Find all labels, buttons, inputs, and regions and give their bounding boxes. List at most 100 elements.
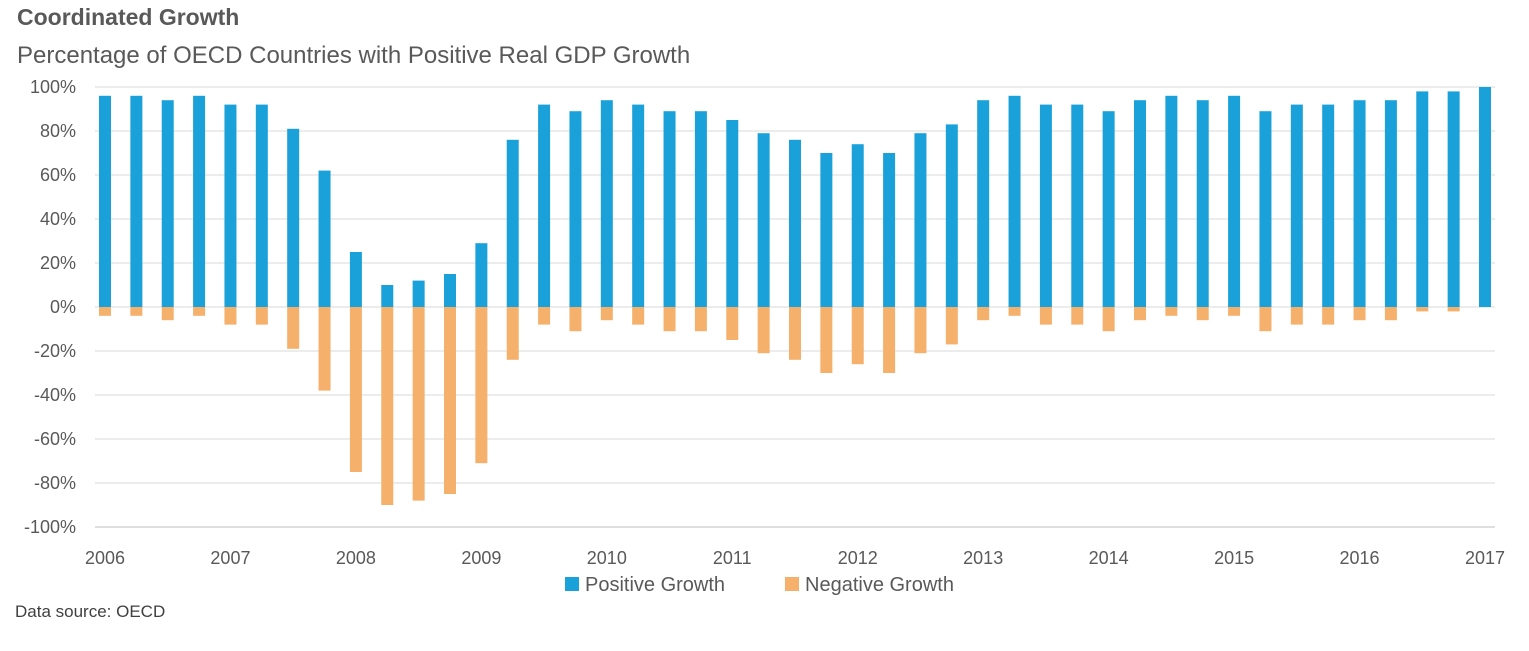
bar-negative — [1071, 307, 1084, 325]
bar-series — [99, 87, 1491, 505]
bar-negative — [538, 307, 551, 325]
x-tick-label: 2017 — [1465, 548, 1505, 568]
bar-positive — [1039, 104, 1052, 307]
x-tick-label: 2009 — [461, 548, 501, 568]
bar-negative — [1416, 307, 1429, 312]
chart-subtitle: Percentage of OECD Countries with Positi… — [17, 42, 691, 69]
y-tick-label: 0% — [50, 297, 76, 317]
bar-negative — [1228, 307, 1241, 316]
bar-positive — [1259, 111, 1272, 307]
bar-negative — [1384, 307, 1397, 321]
bar-negative — [977, 307, 990, 321]
y-tick-label: -20% — [34, 341, 76, 361]
bar-negative — [161, 307, 174, 321]
bar-negative — [600, 307, 613, 321]
bar-negative — [1196, 307, 1209, 321]
bar-negative — [632, 307, 645, 325]
bar-positive — [1102, 111, 1115, 307]
bar-negative — [475, 307, 488, 464]
x-tick-label: 2007 — [210, 548, 250, 568]
y-tick-label: -100% — [24, 517, 76, 537]
bar-positive — [224, 104, 237, 307]
bar-negative — [569, 307, 582, 332]
bar-positive — [663, 111, 676, 307]
bar-positive — [412, 280, 425, 307]
bar-negative — [1259, 307, 1272, 332]
bar-negative — [914, 307, 927, 354]
bar-positive — [1071, 104, 1084, 307]
bar-positive — [506, 139, 519, 307]
bar-chart: 100%80%60%40%20%0%-20%-40%-60%-80%-100% … — [24, 77, 1505, 596]
y-tick-label: 100% — [30, 77, 76, 97]
bar-positive — [977, 100, 990, 307]
bar-negative — [193, 307, 206, 316]
bar-positive — [255, 104, 268, 307]
bar-negative — [663, 307, 676, 332]
bar-positive — [1479, 87, 1491, 307]
chart-title: Coordinated Growth — [17, 4, 240, 30]
bar-negative — [945, 307, 958, 345]
x-tick-label: 2008 — [336, 548, 376, 568]
bar-positive — [193, 95, 206, 307]
legend-label-positive: Positive Growth — [585, 574, 725, 596]
bar-positive — [1353, 100, 1366, 307]
bar-positive — [475, 243, 488, 307]
y-tick-label: -60% — [34, 429, 76, 449]
bar-negative — [1290, 307, 1303, 325]
bar-positive — [694, 111, 707, 307]
bar-negative — [381, 307, 394, 505]
bar-negative — [820, 307, 833, 373]
bar-positive — [1447, 91, 1460, 308]
bar-positive — [287, 128, 300, 307]
bar-positive — [99, 95, 111, 307]
y-tick-label: 20% — [40, 253, 76, 273]
bar-negative — [318, 307, 331, 391]
bar-positive — [130, 95, 143, 307]
legend-label-negative: Negative Growth — [805, 574, 954, 596]
x-tick-label: 2013 — [963, 548, 1003, 568]
bar-positive — [851, 144, 864, 307]
bar-positive — [1134, 100, 1146, 307]
bar-negative — [506, 307, 519, 360]
bar-negative — [1039, 307, 1052, 325]
y-tick-label: -80% — [34, 473, 76, 493]
x-tick-label: 2010 — [587, 548, 627, 568]
bar-negative — [789, 307, 801, 360]
y-tick-label: 40% — [40, 209, 76, 229]
bar-negative — [287, 307, 300, 349]
x-tick-label: 2012 — [838, 548, 878, 568]
bar-positive — [632, 104, 645, 307]
x-tick-label: 2014 — [1089, 548, 1129, 568]
bar-negative — [1322, 307, 1335, 325]
bar-positive — [569, 111, 582, 307]
bar-positive — [349, 252, 362, 307]
bar-negative — [255, 307, 268, 325]
bar-negative — [412, 307, 425, 501]
bar-positive — [444, 274, 456, 307]
bar-negative — [349, 307, 362, 472]
bar-positive — [914, 133, 927, 307]
x-axis: 2006 2007 2008 2009 2010 2011 2012 2013 2014 2015… — [85, 548, 1505, 568]
bar-positive — [1165, 95, 1178, 307]
bar-negative — [757, 307, 770, 354]
bar-positive — [820, 153, 833, 307]
bar-positive — [883, 153, 896, 307]
bar-positive — [1290, 104, 1303, 307]
x-tick-label: 2011 — [713, 548, 752, 568]
bar-positive — [1384, 100, 1397, 307]
bar-negative — [1008, 307, 1021, 316]
bar-positive — [789, 139, 801, 307]
bar-negative — [1353, 307, 1366, 321]
bar-positive — [757, 133, 770, 307]
x-tick-label: 2016 — [1340, 548, 1380, 568]
legend-swatch-negative — [785, 577, 799, 591]
bar-positive — [945, 124, 958, 308]
x-tick-label: 2006 — [85, 548, 125, 568]
bar-negative — [1165, 307, 1178, 316]
bar-positive — [381, 285, 394, 307]
bar-negative — [851, 307, 864, 365]
bar-negative — [130, 307, 143, 316]
y-tick-label: 80% — [40, 121, 76, 141]
bar-negative — [224, 307, 237, 325]
bar-positive — [1322, 104, 1335, 307]
